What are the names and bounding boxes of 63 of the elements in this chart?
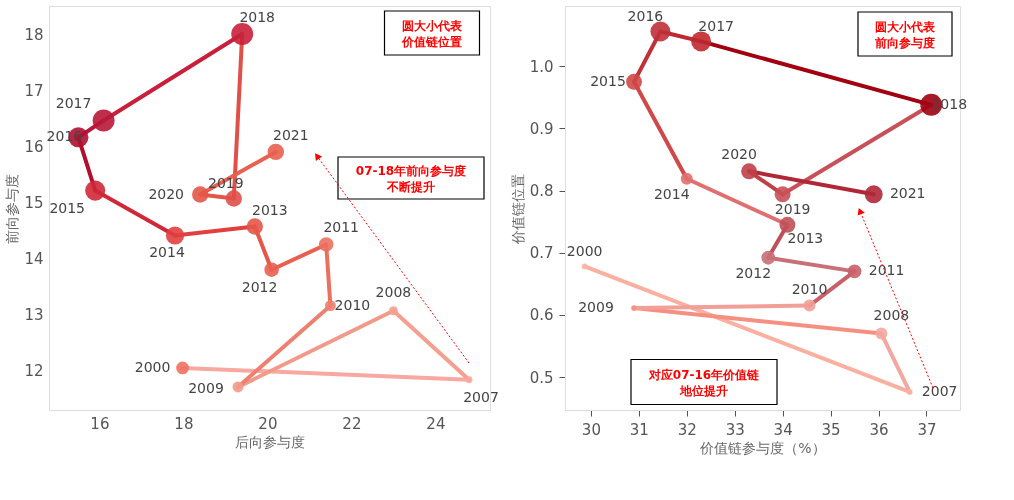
x-tick-label: 33: [725, 420, 745, 439]
annotation: 2013: [251, 201, 288, 218]
x-tick-label: 30: [581, 420, 601, 439]
x-tick-label: 31: [629, 420, 649, 439]
annotation: 2018: [239, 9, 276, 26]
x-tick-label: 20: [258, 414, 278, 433]
annotation: 2017: [55, 95, 92, 112]
annotation: 2008: [375, 283, 412, 300]
annotation: 2000: [134, 358, 171, 375]
annotation: 2020: [148, 185, 185, 202]
x-axis-title: 后向参与度: [235, 433, 305, 450]
annotation: 07-18年前向参与度不断提升: [355, 164, 467, 194]
y-tick-label: 0.8: [529, 182, 554, 201]
y-tick-label: 0.9: [529, 119, 554, 138]
annotation: 2008: [873, 306, 910, 323]
y-axis-title: 价值链位置: [509, 173, 526, 245]
y-tick-label: 15: [24, 193, 44, 212]
x-tick-label: 34: [773, 420, 793, 439]
annotation: 2021: [272, 126, 309, 143]
x-tick-label: 16: [90, 414, 110, 433]
annotation: 2013: [787, 229, 824, 246]
y-tick-label: 0.5: [529, 368, 554, 387]
annotation: 2010: [791, 280, 828, 297]
annotation: 2017: [698, 18, 734, 35]
annotation: 2021: [889, 185, 926, 202]
x-tick-label: 22: [342, 414, 362, 433]
annotation: 2015: [49, 199, 86, 216]
annotation: 圆大小代表价值链位置: [401, 19, 463, 49]
annotation: 2007: [921, 382, 958, 399]
x-tick-label: 35: [821, 420, 841, 439]
y-tick-label: 18: [24, 25, 44, 44]
y-tick-label: 16: [24, 137, 44, 156]
annotation: 2014: [149, 244, 185, 261]
x-tick-label: 32: [677, 420, 697, 439]
y-tick-label: 12: [24, 362, 44, 381]
annotation: 2011: [323, 219, 360, 236]
annotation: 2007: [463, 388, 499, 405]
annotation: 2009: [578, 299, 614, 316]
annotation: 2014: [653, 185, 690, 202]
annotation: 2016: [627, 8, 664, 25]
y-tick-label: 17: [24, 81, 44, 100]
annotation: 2000: [566, 243, 603, 260]
annotation: 2010: [334, 296, 371, 313]
y-tick-label: 0.7: [529, 244, 554, 263]
annotation: 圆大小代表前向参与度: [874, 20, 936, 50]
x-tick-label: 36: [869, 420, 889, 439]
annotation: 2019: [774, 201, 811, 218]
y-tick-label: 14: [24, 250, 44, 268]
annotation: 2015: [590, 72, 626, 89]
y-tick-label: 13: [24, 306, 44, 325]
x-tick-label: 24: [426, 414, 446, 433]
annotation: 对应07-16年价值链地位提升: [647, 368, 761, 398]
annotation: 2012: [735, 264, 772, 281]
x-axis-title: 价值链参与度（%）: [699, 439, 826, 456]
annotation: 2009: [188, 379, 224, 396]
annotation: 2020: [721, 146, 757, 163]
annotation: 2011: [868, 262, 905, 279]
y-axis-title: 前向参与度: [4, 173, 21, 244]
y-tick-label: 0.6: [529, 306, 554, 325]
y-tick-label: 1.0: [529, 57, 554, 76]
annotation: 2012: [241, 278, 278, 295]
x-tick-label: 37: [917, 420, 937, 439]
x-tick-label: 18: [174, 414, 194, 433]
